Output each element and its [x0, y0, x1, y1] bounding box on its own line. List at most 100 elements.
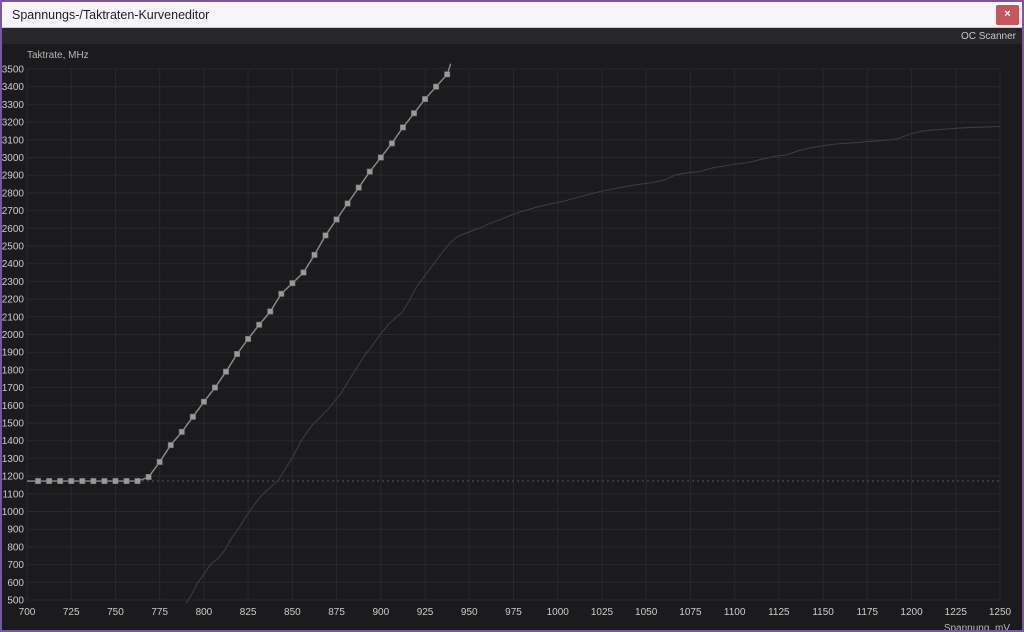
x-tick-label: 1200: [900, 607, 923, 618]
curve-point-marker[interactable]: [68, 478, 75, 485]
curve-point-marker[interactable]: [57, 478, 64, 485]
curve-point-marker[interactable]: [433, 83, 440, 90]
curve-point-marker[interactable]: [134, 478, 141, 485]
y-tick-label: 3200: [2, 118, 24, 129]
close-button[interactable]: ×: [996, 4, 1019, 25]
y-tick-label: 2500: [2, 242, 24, 253]
x-tick-label: 1175: [857, 607, 879, 618]
curve-point-marker[interactable]: [333, 216, 340, 223]
y-tick-label: 1400: [2, 436, 24, 447]
y-tick-label: 900: [7, 525, 24, 536]
curve-point-marker[interactable]: [311, 251, 318, 258]
x-tick-label: 950: [461, 607, 478, 618]
y-tick-label: 2400: [2, 259, 24, 270]
x-tick-label: 800: [196, 607, 213, 618]
y-tick-label: 1300: [2, 454, 24, 465]
close-icon: ×: [1004, 8, 1011, 20]
x-tick-label: 900: [372, 607, 389, 618]
y-tick-label: 1100: [2, 489, 24, 500]
y-tick-label: 1700: [2, 383, 24, 394]
y-tick-label: 3100: [2, 135, 24, 146]
oc-scanner-button[interactable]: OC Scanner: [960, 30, 1016, 42]
y-axis-title: Taktrate, MHz: [27, 50, 89, 61]
x-tick-label: 1125: [768, 607, 790, 618]
y-tick-label: 3400: [2, 82, 24, 93]
curve-point-marker[interactable]: [366, 168, 373, 175]
curve-point-marker[interactable]: [35, 478, 42, 485]
toolbar: OC Scanner: [2, 28, 1022, 44]
x-tick-label: 1250: [989, 607, 1012, 618]
y-tick-label: 1900: [2, 348, 24, 359]
y-tick-label: 2300: [2, 277, 24, 288]
curve-point-marker[interactable]: [444, 71, 451, 78]
x-tick-label: 1000: [547, 607, 570, 618]
x-tick-label: 1025: [591, 607, 614, 618]
y-tick-label: 1200: [2, 472, 24, 483]
curve-point-marker[interactable]: [278, 290, 285, 297]
y-tick-label: 3500: [2, 65, 24, 76]
curve-point-marker[interactable]: [178, 428, 185, 435]
curve-point-marker[interactable]: [123, 478, 130, 485]
y-tick-label: 2600: [2, 224, 24, 235]
curve-point-marker[interactable]: [388, 140, 395, 147]
x-tick-label: 850: [284, 607, 301, 618]
y-tick-label: 2100: [2, 312, 24, 323]
x-tick-label: 825: [240, 607, 257, 618]
titlebar[interactable]: Spannungs-/Taktraten-Kurveneditor ×: [2, 2, 1022, 28]
curve-point-marker[interactable]: [156, 458, 163, 465]
curve-point-marker[interactable]: [289, 280, 296, 287]
x-tick-label: 700: [19, 607, 36, 618]
curve-point-marker[interactable]: [145, 474, 152, 480]
curve-point-marker[interactable]: [112, 478, 119, 485]
curve-point-marker[interactable]: [245, 335, 252, 342]
x-tick-label: 1150: [812, 607, 834, 618]
curve-point-marker[interactable]: [223, 368, 229, 375]
y-tick-label: 2200: [2, 295, 24, 306]
y-tick-label: 1600: [2, 401, 24, 412]
y-tick-label: 1500: [2, 419, 24, 430]
curve-point-marker[interactable]: [200, 398, 207, 405]
y-tick-label: 2000: [2, 330, 24, 341]
y-tick-label: 3000: [2, 153, 24, 164]
x-tick-label: 1075: [679, 607, 702, 618]
y-tick-label: 2800: [2, 188, 24, 199]
curve-point-marker[interactable]: [234, 351, 241, 357]
x-tick-label: 750: [107, 607, 124, 618]
curve-point-marker[interactable]: [256, 321, 263, 328]
curve-point-marker[interactable]: [422, 96, 428, 103]
y-tick-label: 800: [7, 542, 24, 553]
curve-chart-area: 700 725 750 775 800 825 850 875 900 925 950 975 1000…: [2, 44, 1022, 630]
curve-point-marker[interactable]: [189, 413, 196, 420]
editable-vf-curve: [27, 63, 452, 482]
y-tick-label: 600: [7, 578, 24, 589]
x-tick-label: 1100: [724, 607, 746, 618]
vf-chart-svg[interactable]: 700 725 750 775 800 825 850 875 900 925 950 975 1000…: [2, 44, 1022, 630]
curve-point-marker[interactable]: [344, 200, 351, 207]
x-tick-label: 875: [328, 607, 345, 618]
curve-point-marker[interactable]: [399, 124, 406, 131]
y-tick-label: 700: [7, 560, 24, 571]
curve-point-marker[interactable]: [300, 269, 307, 276]
curve-point-marker[interactable]: [212, 384, 218, 391]
curve-point-marker[interactable]: [322, 232, 329, 239]
curve-point-marker[interactable]: [411, 110, 417, 117]
y-tick-label: 1000: [2, 507, 24, 518]
y-tick-label: 3300: [2, 100, 24, 111]
curve-point-marker[interactable]: [355, 184, 362, 191]
x-tick-label: 1050: [635, 607, 658, 618]
curve-point-marker[interactable]: [101, 478, 108, 485]
curve-point-marker[interactable]: [90, 478, 97, 485]
y-tick-label: 1800: [2, 365, 24, 376]
curve-point-marker[interactable]: [377, 154, 384, 161]
x-tick-label: 1225: [945, 607, 968, 618]
x-axis-title: Spannung, mV: [944, 623, 1010, 630]
x-tick-label: 775: [151, 607, 168, 618]
y-tick-label: 2900: [2, 171, 24, 182]
default-vf-curve: [185, 125, 1001, 604]
x-tick-label: 725: [63, 607, 80, 618]
curve-point-marker[interactable]: [46, 478, 53, 485]
curve-point-marker[interactable]: [267, 308, 274, 315]
curve-point-marker[interactable]: [167, 442, 174, 449]
curve-point-marker[interactable]: [79, 478, 86, 485]
